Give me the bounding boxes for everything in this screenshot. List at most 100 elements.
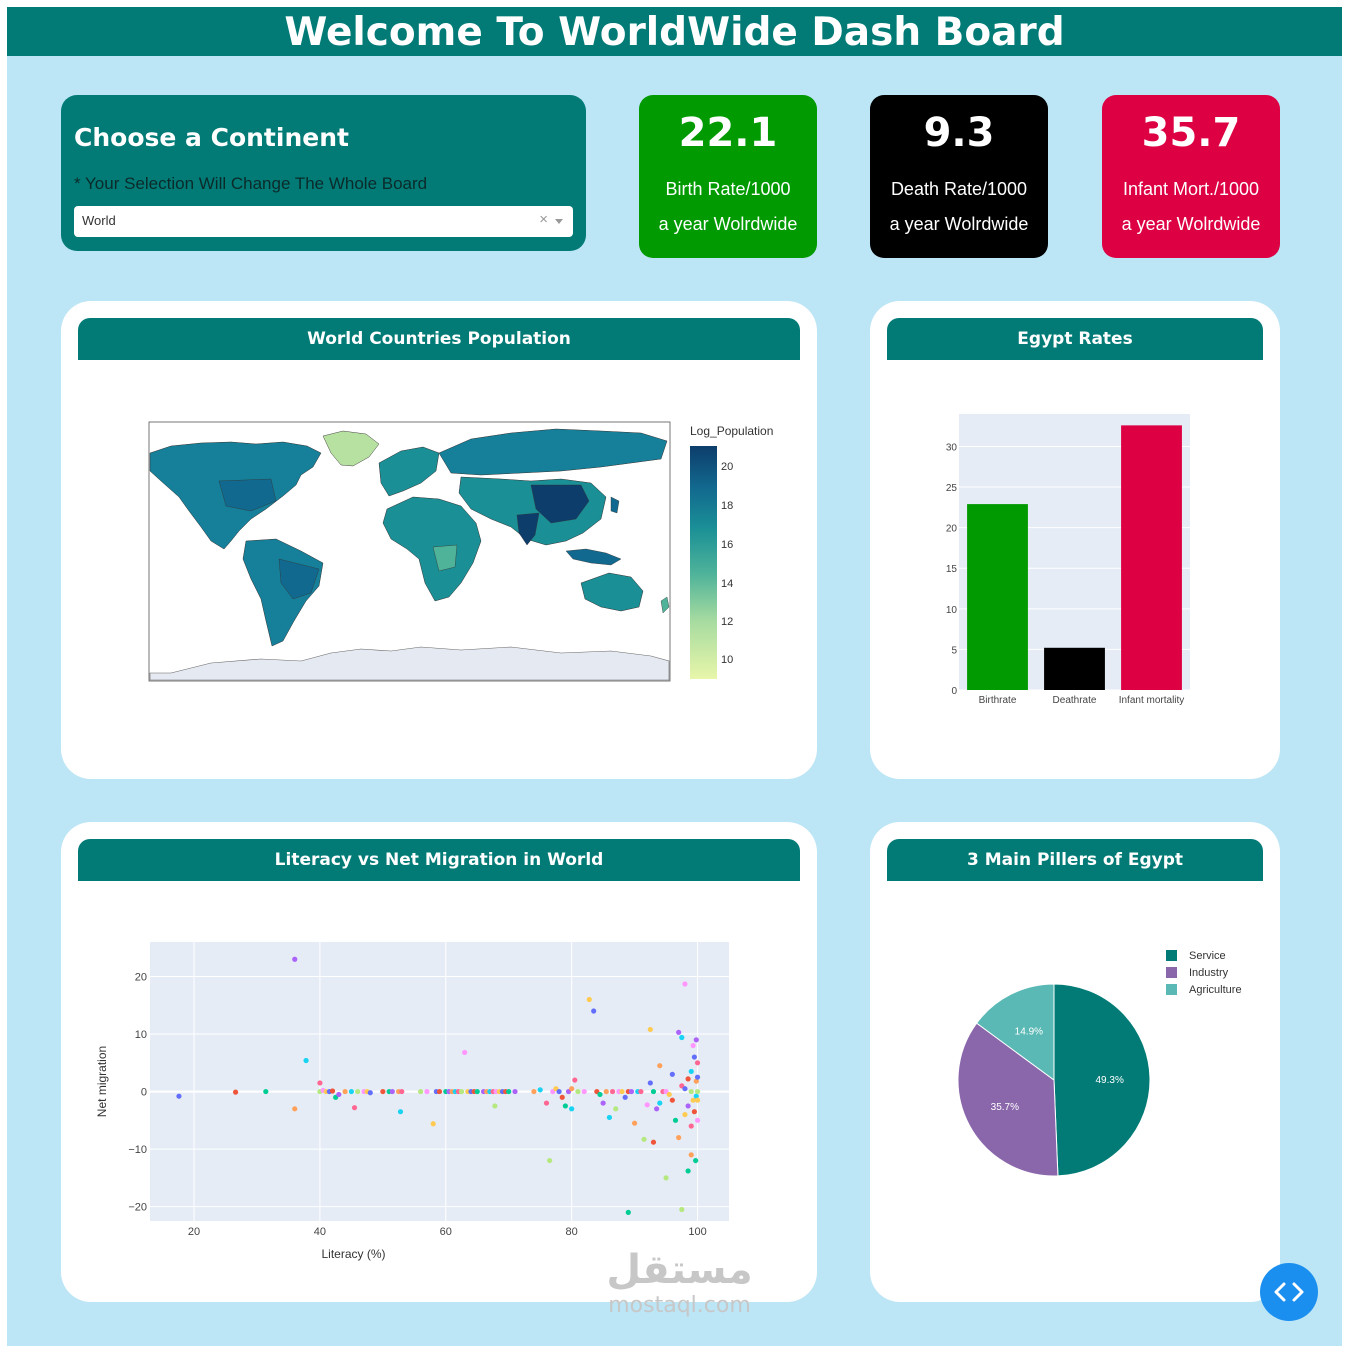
scatter-point <box>688 1068 694 1075</box>
bar-birthrate <box>967 504 1028 690</box>
bar-x-tick: Infant mortality <box>1119 695 1185 706</box>
birth-rate-label: Birth Rate/1000 <box>665 179 791 199</box>
world-map-chart[interactable]: Log_Population 20 18 16 14 12 10 <box>61 301 817 779</box>
scatter-point <box>581 1088 587 1095</box>
scatter-point <box>600 1100 606 1106</box>
scatter-point <box>424 1088 430 1095</box>
scatter-y-tick: −10 <box>128 1144 147 1156</box>
colorbar-tick: 20 <box>721 461 733 473</box>
scatter-point <box>647 1026 653 1033</box>
bar-y-tick: 15 <box>946 564 958 575</box>
egypt-rates-chart[interactable]: 0 5 10 15 20 25 30 Birthrate Deathrate Infant mor… <box>870 301 1280 779</box>
scatter-point <box>693 1078 699 1084</box>
scatter-point <box>622 1094 628 1100</box>
scatter-x-tick: 20 <box>188 1226 200 1238</box>
scatter-point <box>603 1088 609 1095</box>
scatter-point <box>690 1097 696 1103</box>
infant-mortality-label: Infant Mort./1000 <box>1122 179 1260 199</box>
scatter-y-tick: −20 <box>128 1202 147 1214</box>
chevron-down-icon[interactable] <box>555 219 563 224</box>
code-toggle-button[interactable] <box>1260 1263 1318 1321</box>
page-title: Welcome To WorldWide Dash Board <box>7 7 1342 56</box>
brazil-shape <box>278 558 320 600</box>
infant-mortality-card: 35.7 Infant Mort./1000 a year Wolrdwide <box>1102 95 1280 258</box>
scatter-point <box>693 1157 699 1164</box>
scatter-point <box>303 1057 309 1064</box>
scatter-point <box>628 1088 635 1095</box>
pie-slice-service <box>1053 983 1151 1177</box>
scatter-point <box>663 1175 669 1181</box>
scatter-point <box>562 1103 568 1109</box>
scatter-point <box>389 1088 395 1095</box>
death-rate-sublabel: a year Wolrdwide <box>889 214 1029 234</box>
egypt-pillars-chart[interactable]: 49.3% 35.7% 14.9% Service Industry Agricultur… <box>870 822 1280 1302</box>
continent-dropdown[interactable]: World × <box>74 206 573 237</box>
scatter-point <box>609 1088 616 1095</box>
scatter-point <box>647 1080 653 1086</box>
death-rate-label: Death Rate/1000 <box>890 179 1028 199</box>
scatter-point <box>625 1209 631 1215</box>
scatter-point <box>619 1088 625 1095</box>
scatter-point <box>606 1114 613 1121</box>
bar-y-tick: 20 <box>946 524 958 535</box>
bar-x-tick: Birthrate <box>979 695 1017 706</box>
scatter-point <box>474 1088 480 1095</box>
bar-y-tick: 10 <box>946 605 958 616</box>
map-frame <box>148 421 671 682</box>
scatter-point <box>688 1152 694 1158</box>
scatter-point <box>348 1088 354 1095</box>
australia-shape <box>580 572 644 612</box>
continent-dropdown-value: World <box>82 213 116 228</box>
legend-label: Industry <box>1189 967 1229 979</box>
scatter-point <box>694 1074 701 1080</box>
birth-rate-card: 22.1 Birth Rate/1000 a year Wolrdwide <box>639 95 817 258</box>
scatter-point <box>691 1109 697 1115</box>
scatter-point <box>694 1060 701 1066</box>
scatter-point <box>682 1086 688 1092</box>
infant-mortality-sublabel: a year Wolrdwide <box>1121 214 1261 234</box>
colorbar-ticks: 20 18 16 14 12 10 <box>721 461 733 666</box>
bar-y-tick: 30 <box>946 442 958 453</box>
scatter-point <box>458 1088 465 1095</box>
scatter-point <box>575 1088 581 1095</box>
scatter-point <box>685 1168 691 1174</box>
scatter-point <box>547 1157 553 1164</box>
scatter-point <box>397 1109 404 1115</box>
egypt-rates-panel: Egypt Rates 0 5 10 15 20 25 30 Birthrate Deathra… <box>870 301 1280 779</box>
colorbar-tick: 14 <box>721 578 733 590</box>
bar-infant-mortality <box>1121 425 1182 690</box>
pie-slice-label: 14.9% <box>1015 1026 1043 1037</box>
scatter-point <box>556 1088 562 1095</box>
scatter-point <box>591 1008 597 1014</box>
africa-shape <box>382 496 482 602</box>
scatter-y-tick: 20 <box>135 972 147 984</box>
scatter-point <box>682 981 688 987</box>
scatter-point <box>679 1034 685 1041</box>
scatter-point <box>688 1123 694 1129</box>
scatter-point <box>232 1089 239 1095</box>
clear-selection-icon[interactable]: × <box>539 211 548 228</box>
new-zealand-shape <box>660 596 670 614</box>
scatter-point <box>572 1077 578 1083</box>
scatter-point <box>367 1090 373 1096</box>
scatter-point <box>543 1100 550 1106</box>
death-rate-card: 9.3 Death Rate/1000 a year Wolrdwide <box>870 95 1048 258</box>
scatter-y-label: Net migration <box>95 1046 109 1117</box>
map-panel-title: World Countries Population <box>78 318 800 360</box>
bar-deathrate <box>1044 647 1105 690</box>
birth-rate-value: 22.1 <box>678 110 778 156</box>
colorbar-tick: 16 <box>721 539 733 551</box>
scatter-point <box>613 1106 619 1112</box>
bar-x-tick: Deathrate <box>1053 695 1097 706</box>
legend-label: Agriculture <box>1189 984 1242 996</box>
chooser-title: Choose a Continent <box>74 123 349 152</box>
central-africa-shape <box>432 544 458 572</box>
scatter-point <box>512 1088 518 1095</box>
indonesia-shape <box>565 548 622 566</box>
scatter-point <box>492 1103 498 1109</box>
colorbar-tick: 10 <box>721 654 733 666</box>
greenland-shape <box>322 430 380 467</box>
scatter-point <box>650 1088 657 1095</box>
scatter-point <box>694 1117 701 1123</box>
